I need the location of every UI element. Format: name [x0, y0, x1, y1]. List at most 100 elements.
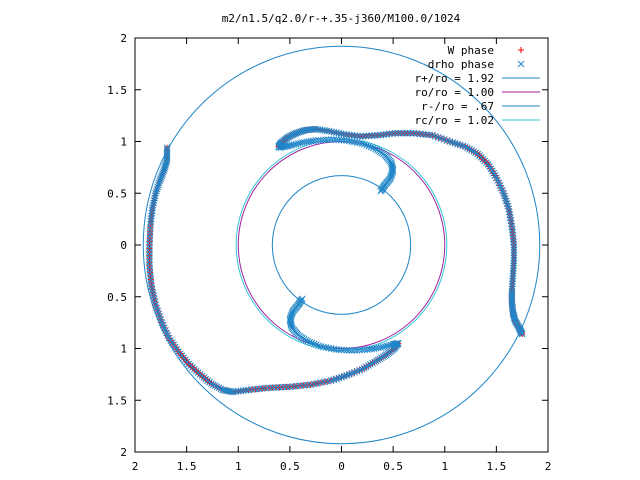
data-point: [335, 346, 343, 354]
legend-marker: [518, 47, 524, 53]
data-point: [325, 136, 332, 143]
data-point: [510, 244, 518, 251]
y-tick-label: 0.5: [107, 291, 127, 304]
data-point: [351, 347, 358, 354]
data-point: [510, 257, 518, 264]
chart-title: m2/n1.5/q2.0/r-+.35-j360/M100.0/1024: [222, 12, 461, 25]
data-point: [348, 131, 356, 139]
data-point: [351, 138, 358, 146]
legend-label: rc/ro = 1.02: [415, 114, 494, 127]
data-point: [385, 342, 393, 349]
data-point: [383, 342, 391, 350]
data-point: [394, 339, 402, 347]
data-point: [353, 346, 361, 354]
x-tick-label: 1: [235, 460, 242, 473]
data-point: [219, 386, 227, 394]
data-point: [217, 385, 225, 393]
data-point: [317, 343, 325, 350]
data-point: [152, 189, 160, 197]
data-point: [304, 337, 311, 345]
data-point: [156, 177, 164, 185]
data-point: [158, 172, 166, 180]
data-point: [510, 254, 518, 262]
data-point: [510, 251, 518, 259]
data-point: [340, 130, 347, 138]
data-point: [330, 136, 338, 143]
data-point: [364, 362, 372, 369]
data-point: [372, 145, 379, 153]
data-point: [163, 146, 171, 154]
data-point: [152, 187, 160, 195]
data-point: [356, 132, 364, 140]
x-tick-label: 2: [132, 460, 139, 473]
data-point: [215, 384, 223, 392]
data-point: [398, 129, 405, 137]
data-point: [296, 139, 304, 147]
data-point: [154, 183, 162, 191]
data-point: [338, 136, 345, 144]
data-point: [385, 130, 393, 138]
series-0: [146, 126, 526, 395]
data-point: [401, 129, 408, 137]
data-point: [147, 218, 155, 225]
series-1: [146, 125, 526, 396]
data-point: [356, 139, 363, 147]
data-point: [157, 174, 165, 181]
data-point: [292, 140, 300, 148]
data-point: [368, 132, 376, 139]
data-point: [358, 140, 366, 147]
circle-series-0: [142, 45, 541, 445]
data-point: [472, 149, 480, 157]
data-point: [391, 129, 399, 137]
data-point: [509, 270, 517, 277]
circle-series-3: [235, 138, 448, 352]
data-point: [466, 145, 473, 153]
y-tick-label: 1.5: [107, 394, 127, 407]
data-point: [510, 241, 518, 249]
data-point: [147, 215, 155, 223]
data-point: [151, 192, 159, 200]
data-point: [348, 138, 356, 145]
data-point: [345, 347, 353, 354]
data-point: [377, 131, 384, 139]
data-point: [325, 344, 332, 352]
data-point: [342, 131, 350, 138]
circle-series-1: [237, 141, 446, 349]
y-tick-label: 2: [120, 446, 127, 459]
data-point: [367, 143, 375, 151]
data-point: [157, 175, 164, 183]
data-point: [407, 129, 415, 137]
data-point: [367, 361, 374, 368]
data-point: [298, 139, 306, 146]
data-point: [213, 383, 221, 391]
data-point: [327, 136, 335, 143]
data-point: [221, 386, 228, 394]
data-point: [365, 142, 373, 150]
data-point: [356, 346, 363, 354]
data-point: [159, 170, 166, 178]
legend-label: drho phase: [428, 58, 494, 71]
data-point: [211, 382, 219, 390]
data-point: [509, 275, 517, 282]
data-point: [470, 148, 478, 155]
y-tick-label: 1: [120, 136, 127, 149]
data-point: [509, 267, 517, 275]
data-point: [338, 346, 345, 354]
data-point: [163, 144, 171, 152]
legend-label: ro/ro = 1.00: [415, 86, 494, 99]
data-point: [335, 136, 343, 144]
data-point: [510, 264, 517, 272]
circle-series-2: [271, 175, 412, 315]
legend-label: r+/ro = 1.92: [415, 72, 494, 85]
data-point: [209, 381, 217, 389]
data-point: [394, 129, 402, 137]
data-point: [353, 132, 361, 140]
data-point: [371, 358, 378, 366]
data-point: [359, 132, 367, 140]
data-point: [362, 363, 370, 371]
x-tick-label: 1.5: [177, 460, 197, 473]
data-point: [362, 132, 370, 140]
data-point: [351, 132, 358, 139]
legend-marker: [517, 60, 525, 68]
data-point: [276, 144, 283, 152]
